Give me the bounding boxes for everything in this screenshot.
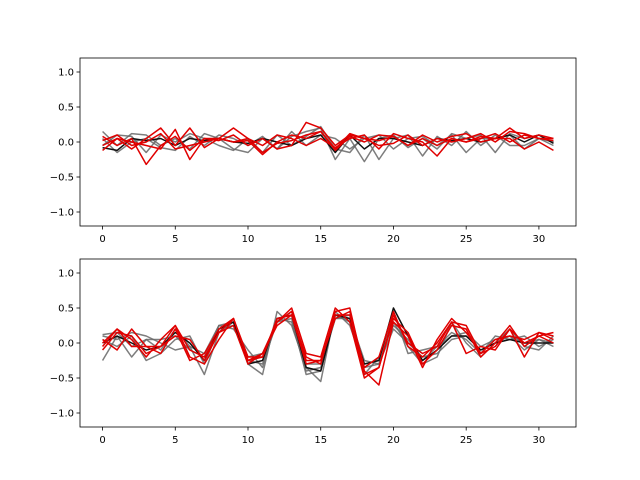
bottom-series-line-9 [102, 314, 554, 376]
bottom-x-tick-label: 5 [172, 435, 178, 446]
bottom-y-tick-label: −1.0 [50, 409, 74, 420]
bottom-series-group [101, 307, 554, 386]
bottom-y-tick-label: 1.0 [58, 269, 74, 280]
top-y-tick-label: −0.5 [50, 173, 74, 184]
top-y-tick-label: 0.0 [58, 138, 74, 149]
top-x-tick-label: 0 [99, 234, 105, 245]
top-y-tick-label: 0.5 [58, 103, 74, 114]
top-x-tick-label: 10 [242, 234, 255, 245]
bottom-x-tick-label: 20 [387, 435, 400, 446]
top-x-tick-label: 25 [460, 234, 473, 245]
bottom-x-tick-label: 25 [460, 435, 473, 446]
top-series-line-8 [102, 127, 554, 161]
bottom-x-tick-label: 15 [314, 435, 327, 446]
top-x-tick-label: 30 [533, 234, 546, 245]
bottom-y-tick-label: 0.5 [58, 304, 74, 315]
top-series-line-7 [102, 132, 554, 157]
axes-top: 0 5 10 15 20 25 30 −1.0 −0.5 0.0 0.5 1.0 [50, 57, 577, 245]
bottom-y-tick-label: 0.0 [58, 339, 74, 350]
top-x-tick-label: 5 [172, 234, 178, 245]
top-series-line-5 [102, 121, 554, 166]
bottom-x-tick-label: 30 [533, 435, 546, 446]
top-y-tick-label: −1.0 [50, 208, 74, 219]
top-x-tick-label: 15 [314, 234, 327, 245]
bottom-x-tick-label: 0 [99, 435, 105, 446]
top-x-tick-label: 20 [387, 234, 400, 245]
top-y-tick-label: 1.0 [58, 68, 74, 79]
top-series-group [102, 121, 554, 166]
bottom-y-tick-label: −0.5 [50, 374, 74, 385]
bottom-x-tick-label: 10 [242, 435, 255, 446]
axes-bottom: 0 5 10 15 20 25 30 −1.0 −0.5 0.0 0.5 1.0 [50, 258, 577, 446]
